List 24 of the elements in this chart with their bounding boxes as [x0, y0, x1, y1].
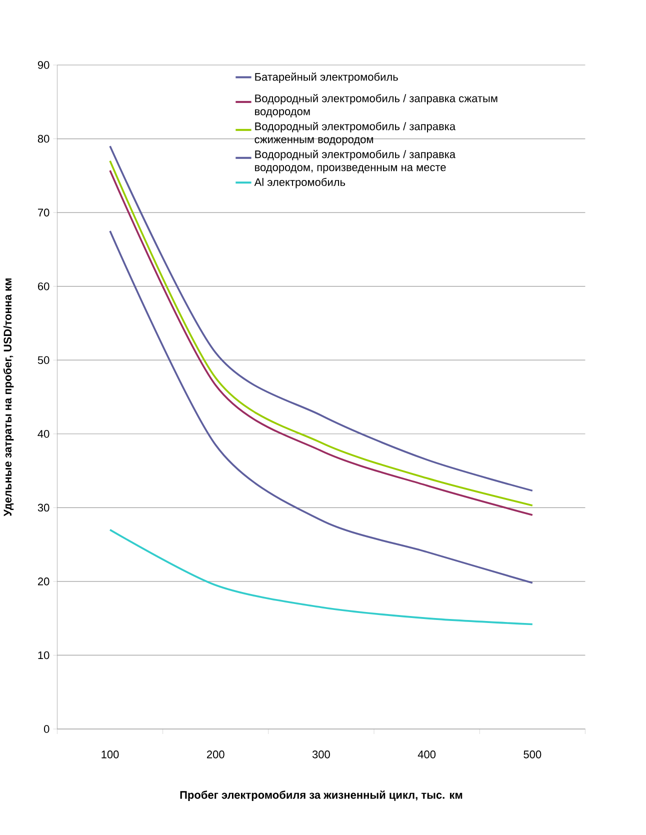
y-tick-label: 60	[38, 282, 50, 290]
x-axis-title: Пробег электромобиля за жизненный цикл, тыс. км	[180, 790, 462, 801]
y-tick-label: 0	[44, 725, 50, 733]
y-tick-label: 10	[38, 651, 50, 660]
legend-label: Батарейный электромобиль	[255, 72, 398, 83]
x-tick-label: 400	[418, 750, 436, 758]
y-tick-label: 30	[38, 504, 50, 512]
legend-label: Водородный электромобиль / заправка водородом, произведенным на месте	[255, 150, 456, 174]
line-series	[109, 230, 534, 584]
line-series	[109, 528, 534, 626]
x-tick-label: 100	[102, 750, 119, 758]
y-tick-label: 50	[38, 356, 50, 364]
y-tick-label: 40	[38, 430, 50, 438]
legend-label: Al электромобиль	[254, 178, 346, 188]
y-tick-label: 90	[38, 61, 50, 69]
y-tick-label: 80	[38, 134, 50, 143]
y-tick-label: 70	[38, 208, 50, 216]
y-axis-title: Удельные затраты на пробег, USD/тонна км	[3, 278, 14, 516]
legend-label: Водородный электромобиль / заправка сжиженным водородом	[254, 122, 456, 146]
x-tick-label: 300	[312, 750, 330, 758]
y-tick-label: 20	[38, 578, 50, 586]
legend-label: Водородный электромобиль / заправка сжатым водородом	[255, 94, 498, 118]
x-tick-label: 200	[206, 750, 224, 758]
x-tick-label: 500	[524, 750, 542, 758]
